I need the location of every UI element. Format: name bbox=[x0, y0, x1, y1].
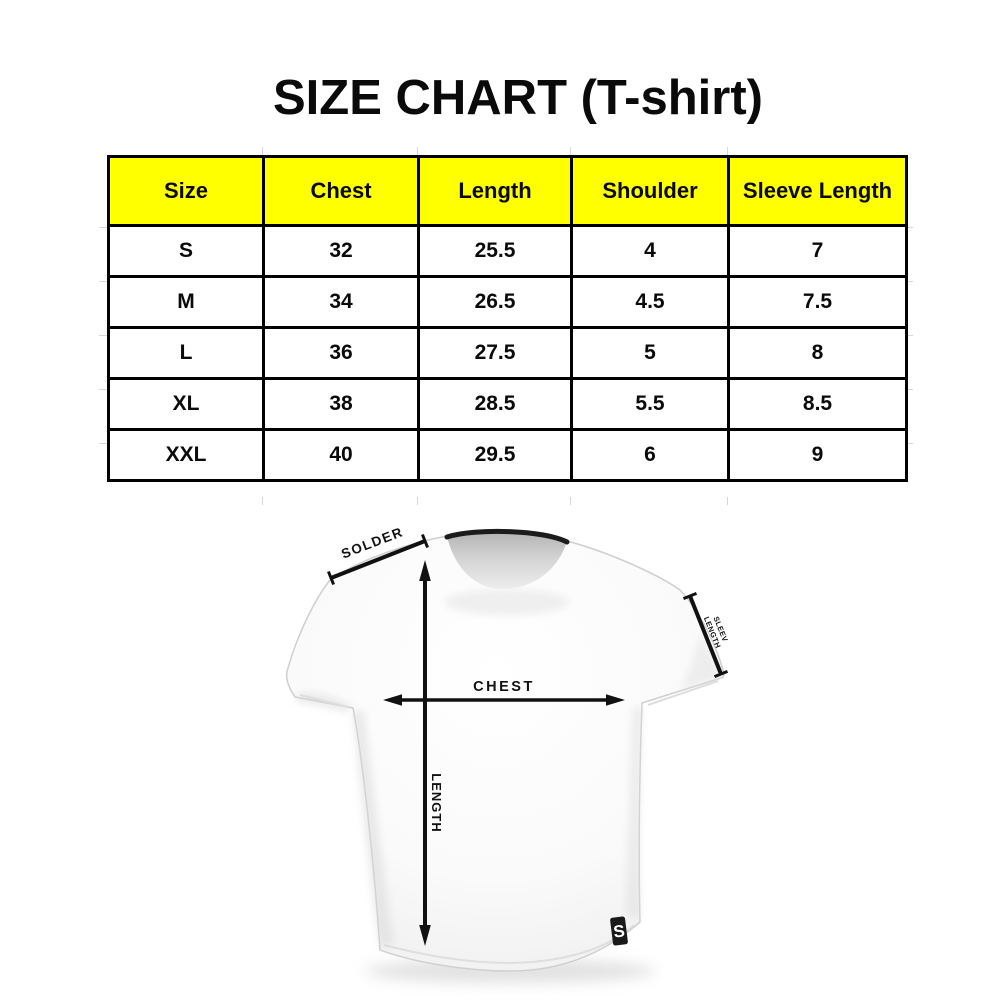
gridline-stub bbox=[905, 389, 913, 390]
gridline-stub bbox=[905, 335, 913, 336]
cell-sleeve-length: 7 bbox=[727, 224, 908, 278]
table-row: L 36 27.5 5 8 bbox=[107, 326, 908, 380]
column-header-size: Size bbox=[107, 155, 265, 227]
cell-length: 25.5 bbox=[417, 224, 573, 278]
gridline-stub bbox=[262, 497, 263, 505]
chest-arrow bbox=[383, 694, 625, 706]
gridline-stub bbox=[99, 335, 107, 336]
stitch-lines bbox=[299, 680, 719, 965]
gridline-stub bbox=[727, 497, 728, 505]
column-header-shoulder: Shoulder bbox=[570, 155, 730, 227]
gridline-stub bbox=[570, 147, 571, 155]
shoulder-measure-line bbox=[327, 533, 429, 586]
collar-band bbox=[444, 528, 570, 545]
size-chart-table: Size Chest Length Shoulder Sleeve Length… bbox=[107, 155, 908, 482]
chest-label: CHEST bbox=[473, 679, 535, 695]
cell-size: M bbox=[107, 275, 265, 329]
cell-length: 29.5 bbox=[417, 428, 573, 482]
cell-chest: 34 bbox=[262, 275, 420, 329]
table-row: S 32 25.5 4 7 bbox=[107, 224, 908, 278]
cell-size: XL bbox=[107, 377, 265, 431]
measurement-annotations bbox=[327, 533, 729, 946]
cell-sleeve-length: 8 bbox=[727, 326, 908, 380]
cell-length: 28.5 bbox=[417, 377, 573, 431]
sleeve-measure-line bbox=[682, 592, 729, 678]
cell-size: S bbox=[107, 224, 265, 278]
gridline-stub bbox=[570, 497, 571, 505]
gridline-stub bbox=[727, 147, 728, 155]
cell-size: L bbox=[107, 326, 265, 380]
gridline-stub bbox=[905, 281, 913, 282]
tshirt-measurement-diagram: SOLDER CHEST LENGTH SLEEV LENGTH S bbox=[260, 505, 750, 997]
gridline-stub bbox=[99, 227, 107, 228]
cell-shoulder: 6 bbox=[570, 428, 730, 482]
table-row: XXL 40 29.5 6 9 bbox=[107, 428, 908, 482]
cell-sleeve-length: 8.5 bbox=[727, 377, 908, 431]
column-header-chest: Chest bbox=[262, 155, 420, 227]
cell-size: XXL bbox=[107, 428, 265, 482]
neck-opening bbox=[447, 532, 567, 589]
length-label: LENGTH bbox=[429, 773, 444, 832]
brand-tag-letter: S bbox=[612, 921, 626, 941]
cell-chest: 32 bbox=[262, 224, 420, 278]
table-row: M 34 26.5 4.5 7.5 bbox=[107, 275, 908, 329]
table-header-row: Size Chest Length Shoulder Sleeve Length bbox=[107, 155, 908, 227]
length-arrow bbox=[419, 560, 431, 946]
gridline-stub bbox=[417, 497, 418, 505]
cell-shoulder: 5 bbox=[570, 326, 730, 380]
gridline-stub bbox=[905, 443, 913, 444]
cell-chest: 40 bbox=[262, 428, 420, 482]
cell-shoulder: 5.5 bbox=[570, 377, 730, 431]
cell-shoulder: 4 bbox=[570, 224, 730, 278]
table-row: XL 38 28.5 5.5 8.5 bbox=[107, 377, 908, 431]
gridline-stub bbox=[99, 443, 107, 444]
tshirt-illustration: SOLDER CHEST LENGTH SLEEV LENGTH S bbox=[285, 524, 730, 983]
gridline-stub bbox=[262, 147, 263, 155]
gridline-stub bbox=[417, 147, 418, 155]
gridline-stub bbox=[99, 389, 107, 390]
gridline-stub bbox=[99, 281, 107, 282]
shirt-shading bbox=[295, 589, 720, 947]
cell-length: 26.5 bbox=[417, 275, 573, 329]
gridline-stub bbox=[905, 227, 913, 228]
cell-shoulder: 4.5 bbox=[570, 275, 730, 329]
cell-chest: 38 bbox=[262, 377, 420, 431]
column-header-length: Length bbox=[417, 155, 573, 227]
cell-sleeve-length: 7.5 bbox=[727, 275, 908, 329]
brand-tag: S bbox=[610, 916, 628, 946]
cell-length: 27.5 bbox=[417, 326, 573, 380]
cell-chest: 36 bbox=[262, 326, 420, 380]
column-header-sleeve-length: Sleeve Length bbox=[727, 155, 908, 227]
page-title: SIZE CHART (T-shirt) bbox=[273, 71, 763, 125]
cell-sleeve-length: 9 bbox=[727, 428, 908, 482]
